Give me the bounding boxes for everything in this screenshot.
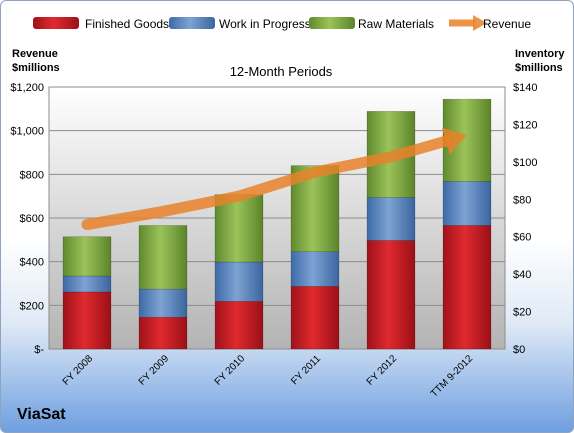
bar-work-in-progress <box>442 181 492 226</box>
left-axis-title-line1: Revenue <box>12 48 58 60</box>
legend-arrowhead-revenue <box>473 15 487 31</box>
bar-finished-goods <box>290 286 340 350</box>
left-axis-ticks: $- $200 $400 $600 $800 $1,000 $1,200 <box>10 82 44 356</box>
chart-title: 12-Month Periods <box>230 64 333 79</box>
bar-raw-materials <box>62 236 112 277</box>
left-tick-label: $400 <box>20 257 44 269</box>
legend-label-finished-goods: Finished Goods <box>85 17 169 31</box>
company-name: ViaSat <box>17 406 66 423</box>
left-tick-label: $600 <box>20 213 44 225</box>
bar-work-in-progress <box>290 251 340 287</box>
right-tick-label: $0 <box>513 344 525 356</box>
left-tick-label: $200 <box>20 300 44 312</box>
legend-label-raw-materials: Raw Materials <box>358 17 434 31</box>
right-tick-label: $120 <box>513 119 537 131</box>
legend-label-revenue: Revenue <box>483 17 531 31</box>
right-tick-label: $100 <box>513 157 537 169</box>
bar-raw-materials <box>214 194 264 263</box>
right-tick-label: $40 <box>513 269 531 281</box>
bar-work-in-progress <box>366 197 416 241</box>
left-tick-label: $- <box>34 344 44 356</box>
bar-finished-goods <box>366 240 416 350</box>
right-axis-ticks: $0 $20 $40 $60 $80 $100 $120 $140 <box>513 82 537 356</box>
x-tick-label: FY 2008 <box>61 353 96 388</box>
x-tick-label: FY 2011 <box>289 353 323 387</box>
legend-label-work-in-progress: Work in Progress <box>219 17 311 31</box>
legend-swatch-finished-goods <box>33 17 79 29</box>
bar-finished-goods <box>62 291 112 350</box>
left-tick-label: $1,000 <box>10 126 44 138</box>
revenue-arrowhead <box>441 127 467 155</box>
bar-work-in-progress <box>62 275 112 293</box>
bar-finished-goods <box>214 300 264 350</box>
bar-work-in-progress <box>214 261 264 302</box>
x-tick-label: FY 2009 <box>137 353 172 388</box>
bar-finished-goods <box>138 316 188 350</box>
right-axis-title-line1: Inventory <box>515 48 565 60</box>
legend-item-raw-materials: Raw Materials <box>309 17 434 31</box>
right-tick-label: $20 <box>513 307 531 319</box>
right-tick-label: $80 <box>513 194 531 206</box>
bar-work-in-progress <box>138 288 188 318</box>
legend-item-revenue: Revenue <box>449 15 531 31</box>
right-axis-title-line2: $millions <box>515 62 563 74</box>
legend: Finished Goods Work in Progress Raw Mate… <box>33 15 531 31</box>
legend-swatch-raw-materials <box>309 17 355 29</box>
left-axis-title-line2: $millions <box>12 62 60 74</box>
bar-finished-goods <box>442 225 492 350</box>
right-tick-label: $140 <box>513 82 537 94</box>
legend-swatch-work-in-progress <box>169 17 215 29</box>
x-tick-label: TTM 9-2012 <box>429 353 476 400</box>
left-tick-label: $1,200 <box>10 82 44 94</box>
x-tick-label: FY 2012 <box>365 353 400 388</box>
revenue-line <box>81 135 452 231</box>
legend-item-finished-goods: Finished Goods <box>33 17 169 31</box>
legend-item-work-in-progress: Work in Progress <box>169 17 311 31</box>
bar-raw-materials <box>138 225 188 290</box>
right-tick-label: $60 <box>513 232 531 244</box>
revenue-line-layer <box>81 127 467 231</box>
x-axis-ticks: FY 2008 FY 2009 FY 2010 FY 2011 FY 2012 TTM 9… <box>61 353 476 400</box>
left-tick-label: $800 <box>20 169 44 181</box>
x-tick-label: FY 2010 <box>213 353 248 388</box>
